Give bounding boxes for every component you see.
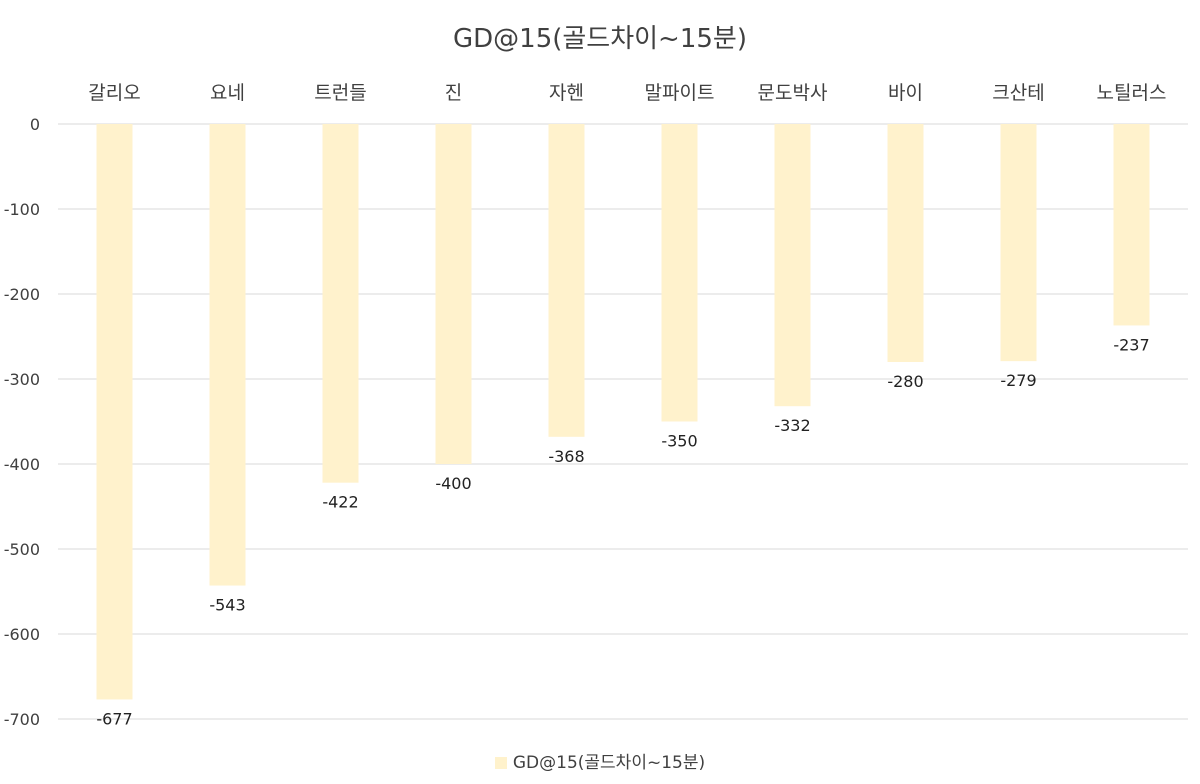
legend: GD@15(골드차이~15분) — [0, 748, 1200, 773]
category-label: 노틸러스 — [1097, 82, 1167, 104]
y-tick-label: 0 — [30, 115, 40, 134]
category-label: 요네 — [210, 82, 245, 104]
y-tick-label: -400 — [4, 455, 40, 474]
category-label: 바이 — [888, 82, 923, 104]
bar — [548, 124, 585, 437]
category-label: 크산테 — [992, 82, 1044, 104]
data-label: -279 — [1000, 371, 1036, 390]
category-label: 트런들 — [314, 82, 366, 104]
bar — [661, 124, 698, 422]
data-label: -368 — [548, 447, 584, 466]
data-label: -332 — [774, 416, 810, 435]
bar — [1113, 124, 1150, 326]
y-tick-label: -200 — [4, 285, 40, 304]
bar — [435, 124, 472, 464]
data-label: -422 — [322, 493, 358, 512]
y-tick-label: -300 — [4, 370, 40, 389]
category-label: 진 — [445, 82, 462, 104]
category-label: 문도박사 — [758, 82, 828, 104]
data-label: -677 — [96, 709, 132, 728]
chart-title: GD@15(골드차이~15분) — [452, 24, 747, 54]
bar — [322, 124, 359, 483]
category-label: 자헨 — [549, 82, 584, 104]
bar — [1000, 124, 1037, 362]
y-tick-label: -600 — [4, 625, 40, 644]
legend-swatch — [494, 757, 507, 769]
bar — [96, 124, 133, 700]
data-label: -280 — [887, 372, 923, 391]
y-tick-label: -100 — [4, 200, 40, 219]
data-label: -350 — [661, 432, 697, 451]
category-label: 갈리오 — [88, 82, 140, 104]
data-label: -543 — [209, 596, 245, 615]
bar — [209, 124, 246, 586]
data-label: -237 — [1113, 335, 1149, 354]
y-tick-label: -500 — [4, 540, 40, 559]
category-label: 말파이트 — [645, 82, 715, 104]
bar — [774, 124, 811, 407]
y-tick-label: -700 — [4, 710, 40, 729]
legend-label: GD@15(골드차이~15분) — [512, 753, 706, 773]
bar — [887, 124, 924, 362]
data-label: -400 — [435, 474, 471, 493]
